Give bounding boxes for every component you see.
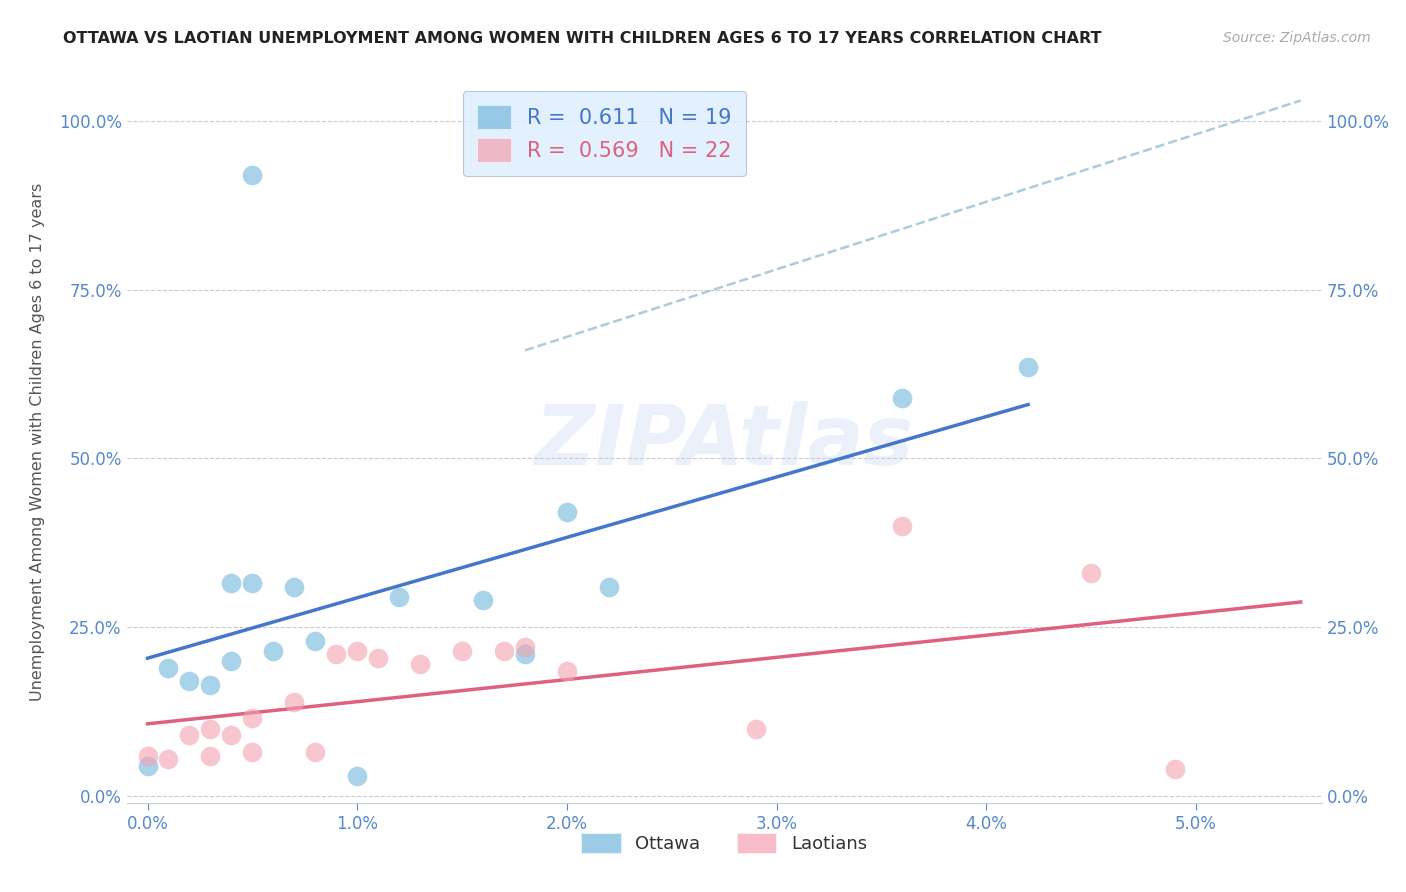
Point [179, 728, 201, 742]
Point [598, 580, 620, 594]
Point [136, 758, 159, 772]
Point [240, 711, 263, 725]
Point [492, 644, 515, 658]
Point [1017, 360, 1039, 375]
Point [179, 674, 201, 689]
Point [891, 391, 914, 405]
Point [304, 745, 326, 759]
Text: ZIPAtlas: ZIPAtlas [534, 401, 914, 482]
Point [451, 644, 474, 658]
Point [240, 576, 263, 591]
Point [555, 664, 578, 678]
Point [200, 722, 222, 736]
Point [221, 728, 243, 742]
Point [513, 640, 536, 655]
Point [325, 647, 347, 661]
Point [1080, 566, 1102, 581]
Point [388, 590, 411, 604]
Point [283, 694, 305, 708]
Point [240, 745, 263, 759]
Y-axis label: Unemployment Among Women with Children Ages 6 to 17 years: Unemployment Among Women with Children A… [30, 183, 45, 700]
Point [221, 576, 243, 591]
Point [555, 505, 578, 519]
Point [221, 654, 243, 668]
Point [200, 678, 222, 692]
Point [262, 644, 284, 658]
Point [346, 644, 368, 658]
Point [409, 657, 432, 672]
Text: OTTAWA VS LAOTIAN UNEMPLOYMENT AMONG WOMEN WITH CHILDREN AGES 6 TO 17 YEARS CORR: OTTAWA VS LAOTIAN UNEMPLOYMENT AMONG WOM… [63, 31, 1102, 46]
Legend: Ottawa, Laotians: Ottawa, Laotians [572, 823, 876, 863]
Point [367, 650, 389, 665]
Point [346, 769, 368, 783]
Point [200, 748, 222, 763]
Text: Source: ZipAtlas.com: Source: ZipAtlas.com [1223, 31, 1371, 45]
Point [136, 748, 159, 763]
Point [157, 752, 180, 766]
Point [1164, 762, 1187, 776]
Point [240, 168, 263, 182]
Point [472, 593, 495, 607]
Point [304, 633, 326, 648]
Point [744, 722, 766, 736]
Point [891, 519, 914, 533]
Point [157, 661, 180, 675]
Point [283, 580, 305, 594]
Point [513, 647, 536, 661]
